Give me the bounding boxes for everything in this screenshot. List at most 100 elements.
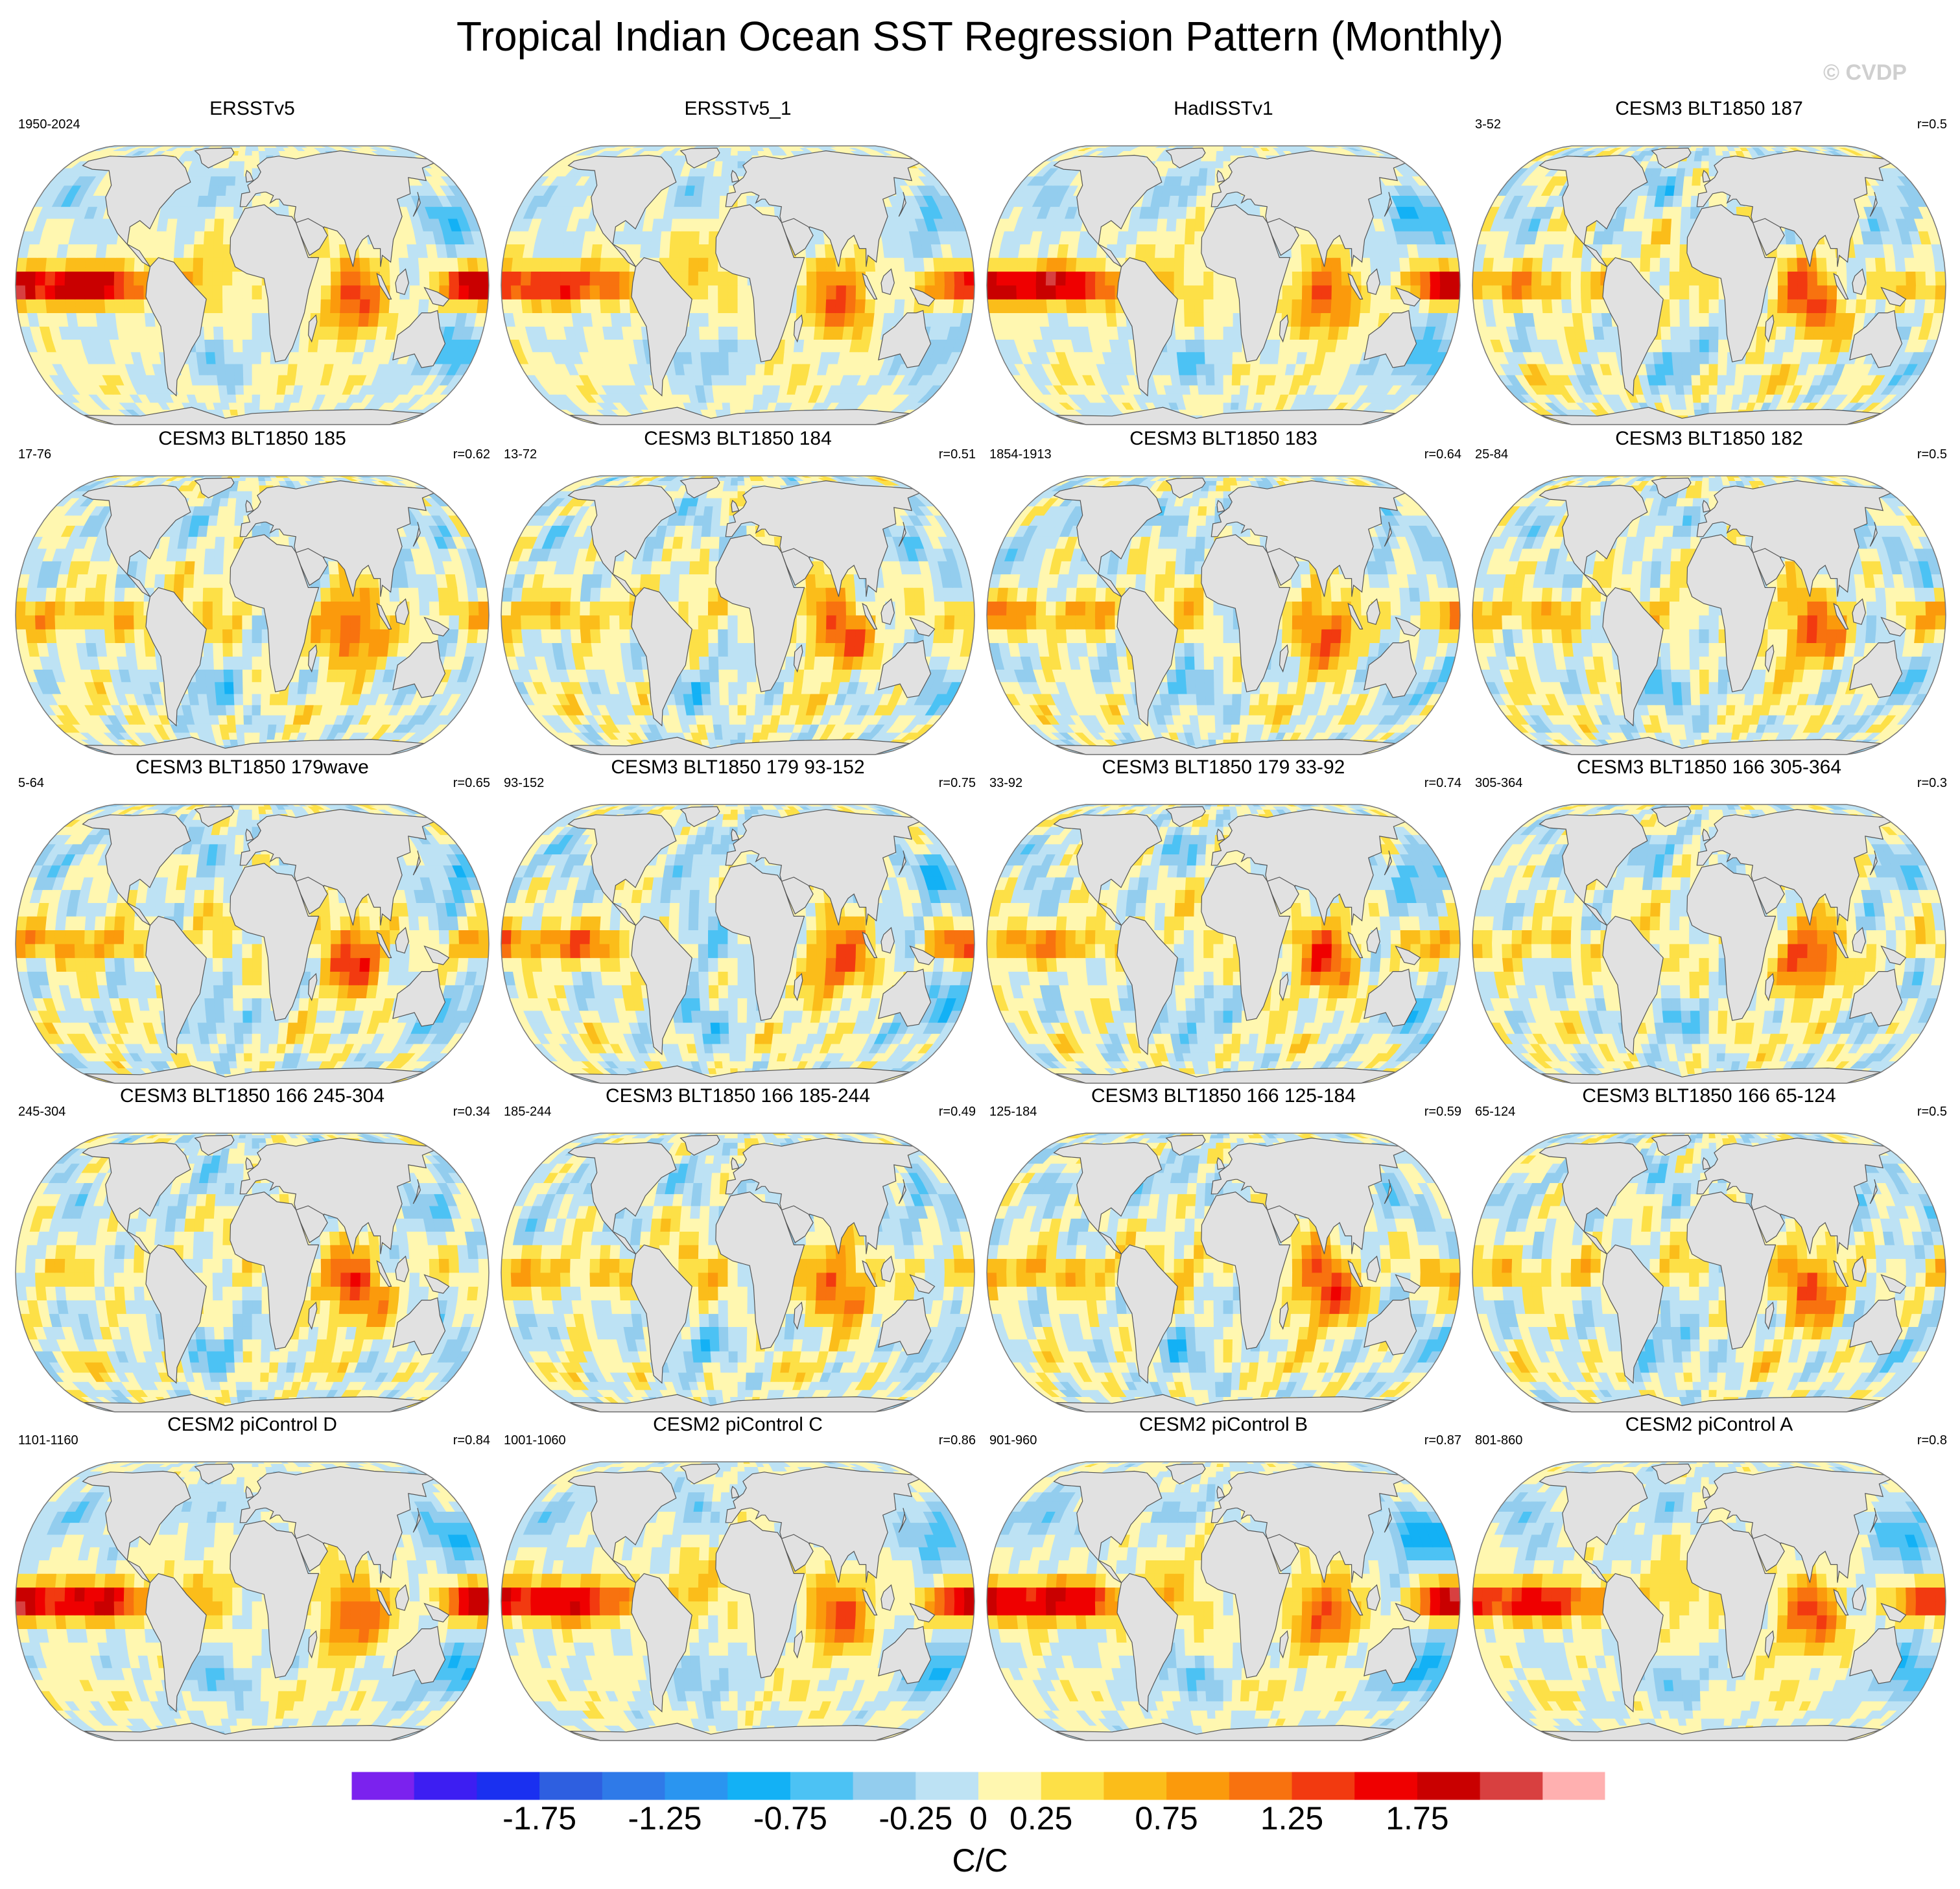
land-south-america — [631, 257, 692, 397]
panel-period: 5-64 — [18, 775, 44, 791]
land-greenland — [1651, 477, 1692, 499]
land-antarctica — [569, 1722, 910, 1741]
land-north-america — [567, 1470, 677, 1584]
panel-correlation: r=0.3 — [1917, 775, 1947, 791]
land-africa — [1201, 1191, 1291, 1350]
land-arabia — [295, 1534, 328, 1572]
panel-title: CESM3 BLT1850 166 125-184 — [980, 1085, 1467, 1108]
sst-field — [1472, 146, 1946, 425]
land-indonesia-borneo — [1366, 268, 1380, 296]
land-new-guinea — [1880, 287, 1907, 307]
land-australia — [878, 640, 932, 698]
land-indonesia-sumatra — [862, 1260, 878, 1287]
colorbar-tick-label: 0.75 — [1115, 1800, 1218, 1837]
land-madagascar — [1764, 1301, 1775, 1330]
land-indonesia-borneo — [395, 926, 409, 954]
land-indonesia-sumatra — [1347, 602, 1364, 629]
land-north-america — [1539, 1142, 1648, 1255]
map-outline — [15, 145, 490, 425]
map-outline — [15, 804, 490, 1084]
land-uk — [1702, 1157, 1711, 1170]
panel-title: CESM3 BLT1850 166 245-304 — [9, 1085, 495, 1108]
land-madagascar — [1279, 1630, 1289, 1659]
colorbar-tick-label: 0 — [927, 1800, 1030, 1837]
land-new-guinea — [1880, 1274, 1907, 1294]
land-indonesia-borneo — [1366, 1255, 1380, 1283]
land-indonesia-sumatra — [1833, 1260, 1849, 1287]
land-africa — [230, 534, 320, 692]
land-antarctica — [1054, 406, 1396, 425]
map-panel: CESM3 BLT1850 187 3-52 r=0.5 — [1466, 97, 1952, 428]
land-antarctica — [83, 1722, 425, 1741]
land-indonesia-borneo — [395, 1255, 409, 1283]
land-indonesia-borneo — [395, 268, 409, 296]
world-map — [986, 145, 1461, 425]
sst-field — [987, 1133, 1460, 1412]
land-greenland — [1651, 1134, 1692, 1156]
land-antarctica — [83, 736, 425, 755]
colorbar-swatch — [1542, 1772, 1606, 1800]
land-arabia — [1752, 218, 1785, 256]
land-eurasia — [239, 808, 435, 926]
land-australia — [878, 1626, 932, 1684]
colorbar-swatch — [1417, 1772, 1481, 1800]
land-greenland — [679, 1463, 720, 1484]
land-antarctica — [1054, 1722, 1396, 1741]
land-africa — [715, 204, 805, 362]
land-arabia — [295, 218, 328, 256]
land-madagascar — [307, 644, 318, 673]
panel-period: 1950-2024 — [18, 117, 80, 132]
land-africa — [1686, 863, 1777, 1021]
land-australia — [1364, 640, 1417, 698]
panel-title: ERSSTv5_1 — [495, 97, 981, 121]
map-outline — [15, 475, 490, 755]
colorbar-swatch — [414, 1772, 477, 1800]
land-arabia — [781, 218, 814, 256]
land-arabia — [781, 1534, 814, 1572]
land-eurasia — [1210, 480, 1406, 597]
land-indonesia-sumatra — [376, 1588, 392, 1615]
land-new-guinea — [909, 287, 936, 307]
sst-field — [987, 146, 1460, 425]
land-antarctica — [569, 736, 910, 755]
world-map — [986, 1132, 1461, 1413]
world-map — [501, 475, 975, 755]
land-arabia — [1752, 548, 1785, 586]
panel-period: 17-76 — [18, 447, 51, 462]
sst-field — [987, 1462, 1460, 1741]
map-outline — [986, 1132, 1461, 1413]
land-north-america — [1539, 154, 1648, 268]
land-north-america — [82, 813, 191, 926]
land-madagascar — [793, 314, 803, 343]
land-greenland — [194, 1134, 235, 1156]
land-indonesia-sumatra — [1833, 602, 1849, 629]
map-panel: CESM2 piControl A 801-860 r=0.8 — [1466, 1413, 1952, 1744]
land-antarctica — [1054, 736, 1396, 755]
land-greenland — [679, 806, 720, 827]
colorbar-swatch — [915, 1772, 979, 1800]
land-japan — [898, 1179, 906, 1204]
land-japan — [1869, 1508, 1878, 1533]
land-indonesia-borneo — [1852, 268, 1866, 296]
panel-correlation: r=0.59 — [1424, 1104, 1461, 1120]
sst-field — [1472, 1133, 1946, 1412]
land-africa — [1201, 863, 1291, 1021]
colorbar-swatch — [351, 1772, 415, 1800]
sst-field — [1472, 804, 1946, 1083]
land-uk — [1702, 500, 1711, 513]
cvdp-watermark: © CVDP — [1823, 60, 1907, 86]
panel-correlation: r=0.5 — [1917, 117, 1947, 132]
map-panel: ERSSTv5 1950-2024 — [9, 97, 495, 428]
chart-title: Tropical Indian Ocean SST Regression Pat… — [0, 10, 1960, 62]
land-eurasia — [1696, 1466, 1892, 1583]
panel-period: 13-72 — [504, 447, 537, 462]
land-south-america — [1602, 587, 1664, 727]
land-south-america — [1116, 915, 1178, 1055]
land-madagascar — [1279, 314, 1289, 343]
land-africa — [230, 863, 320, 1021]
colorbar-swatch — [1104, 1772, 1167, 1800]
land-antarctica — [1054, 1394, 1396, 1412]
land-africa — [230, 204, 320, 362]
colorbar-swatch — [1041, 1772, 1104, 1800]
panel-title: CESM3 BLT1850 179wave — [9, 756, 495, 779]
